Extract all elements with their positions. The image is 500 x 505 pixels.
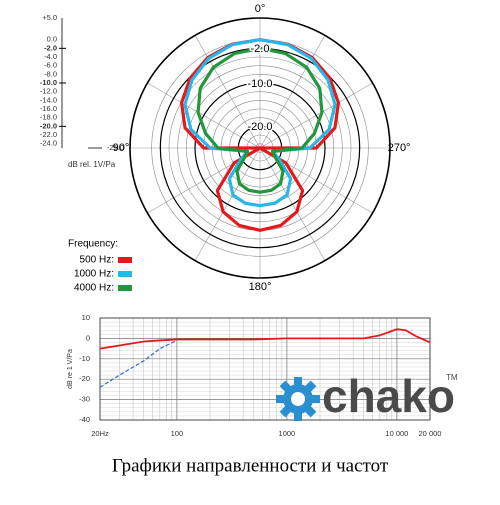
r-tick-label: 0.0 bbox=[47, 35, 57, 44]
ring-label: -20.0 bbox=[247, 121, 272, 133]
legend-label: 500 Hz: bbox=[80, 255, 114, 266]
r-tick-label: -2.0 bbox=[44, 43, 57, 52]
legend-title: Frequency: bbox=[68, 239, 118, 250]
x-tick-label: 20 000 bbox=[419, 429, 442, 438]
axis-label: dB rel. 1V/Pa bbox=[68, 160, 116, 169]
logo-text: chako bbox=[322, 370, 455, 422]
r-tick-label: -6.0 bbox=[44, 61, 57, 70]
r-tick-label: -25.0 bbox=[107, 143, 124, 152]
angle-label: 180° bbox=[249, 281, 272, 293]
response-line bbox=[99, 339, 178, 388]
x-tick-label: 100 bbox=[171, 429, 184, 438]
y-axis-label: dB re 1 V/Pa bbox=[67, 349, 74, 389]
r-tick-label: -20.0 bbox=[40, 121, 57, 130]
grid-ring bbox=[129, 17, 391, 279]
r-tick-label: -24.0 bbox=[40, 139, 57, 148]
ring-label: -10.0 bbox=[247, 78, 272, 90]
r-tick-label: -4.0 bbox=[44, 52, 57, 61]
r-tick-label: -10.0 bbox=[40, 78, 57, 87]
polar-line bbox=[183, 38, 337, 208]
y-tick-label: -20 bbox=[79, 374, 90, 383]
x-tick-label: 10 000 bbox=[385, 429, 408, 438]
legend-label: 4000 Hz: bbox=[74, 283, 114, 294]
logo-gear bbox=[276, 377, 320, 421]
angle-label: 270° bbox=[388, 142, 411, 154]
plot-frame bbox=[99, 317, 431, 421]
logo-mark: TM bbox=[446, 373, 458, 382]
legend-swatch bbox=[118, 257, 132, 263]
legend-swatch bbox=[118, 271, 132, 277]
r-tick-label: -18.0 bbox=[40, 113, 57, 122]
polar-line bbox=[196, 46, 324, 194]
x-tick-label: 20Hz bbox=[91, 429, 109, 438]
y-tick-label: -10 bbox=[79, 354, 90, 363]
r-tick-label: -8.0 bbox=[44, 69, 57, 78]
legend-swatch bbox=[118, 285, 132, 291]
y-tick-label: -40 bbox=[79, 415, 90, 424]
y-tick-label: -30 bbox=[79, 395, 90, 404]
polar-line bbox=[179, 38, 341, 232]
r-tick-label: +5.0 bbox=[42, 13, 57, 22]
angle-label: 0° bbox=[255, 3, 266, 15]
r-tick-label: -14.0 bbox=[40, 95, 57, 104]
grid-ring bbox=[168, 56, 352, 240]
r-tick-label: -12.0 bbox=[40, 87, 57, 96]
r-tick-label: -22.0 bbox=[40, 130, 57, 139]
grid-ring bbox=[186, 74, 334, 222]
caption: Графики направленности и частот bbox=[112, 455, 389, 476]
grid-ring bbox=[194, 82, 326, 214]
legend-label: 1000 Hz: bbox=[74, 269, 114, 280]
ring-label: -2.0 bbox=[251, 43, 270, 55]
r-tick-label: -16.0 bbox=[40, 104, 57, 113]
y-tick-label: 0 bbox=[86, 333, 90, 342]
y-tick-label: 10 bbox=[82, 313, 90, 322]
angle-label: 90° bbox=[113, 142, 130, 154]
x-tick-label: 1000 bbox=[279, 429, 296, 438]
response-line bbox=[99, 328, 431, 350]
